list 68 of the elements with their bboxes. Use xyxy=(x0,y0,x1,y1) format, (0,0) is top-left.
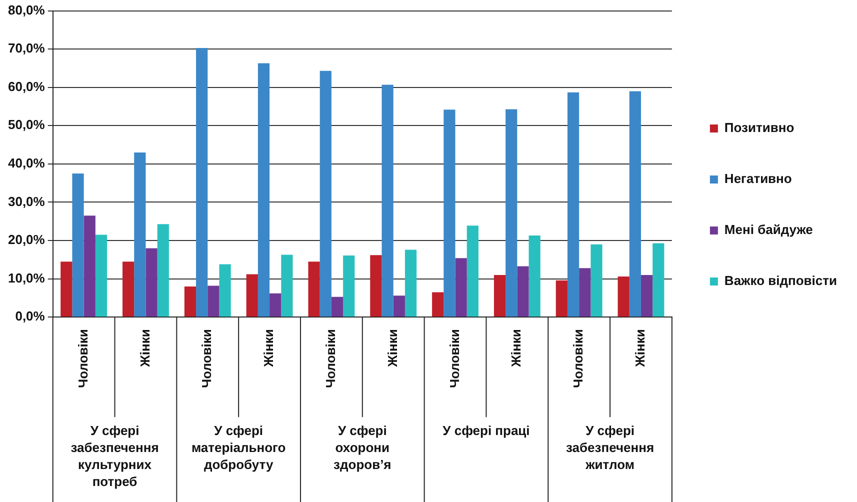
x-tick-label: Чоловіки xyxy=(199,329,214,388)
bar xyxy=(556,280,568,317)
legend-label: Негативно xyxy=(724,171,792,186)
legend-label: Важко відповісти xyxy=(724,273,838,288)
bar xyxy=(404,250,417,317)
bar xyxy=(246,274,258,317)
y-tick-label: 70,0% xyxy=(8,40,46,56)
bar xyxy=(95,234,108,317)
bar xyxy=(72,174,84,317)
y-tick-label: 80,0% xyxy=(8,2,46,18)
bar xyxy=(455,258,467,317)
bar xyxy=(590,244,602,317)
bar xyxy=(528,236,540,317)
bar xyxy=(320,70,332,317)
bar xyxy=(432,292,444,317)
bar xyxy=(208,286,220,317)
bar xyxy=(270,293,282,317)
x-tick-label: Жінки xyxy=(632,329,648,368)
x-tick-label: Чоловіки xyxy=(75,329,90,388)
x-tick-label: Чоловіки xyxy=(323,329,338,388)
bar xyxy=(444,110,456,317)
bar xyxy=(579,268,591,317)
bar xyxy=(343,255,355,317)
bar xyxy=(146,248,158,317)
bar xyxy=(219,264,231,317)
y-tick-label: 20,0% xyxy=(8,232,46,248)
y-tick-label: 50,0% xyxy=(8,117,46,132)
legend-label: Мені байдуже xyxy=(724,222,813,238)
bar xyxy=(506,109,518,317)
bar xyxy=(134,152,146,317)
bar xyxy=(331,296,344,317)
bar xyxy=(618,276,630,317)
bar xyxy=(184,286,196,317)
y-tick-label: 30,0% xyxy=(8,194,46,209)
x-tick-label: Чоловіки xyxy=(570,329,586,388)
x-tick-label: Чоловіки xyxy=(446,329,462,388)
bar xyxy=(196,48,208,317)
text: У сфері забезпечення культурних потреб xyxy=(70,423,159,490)
text: У сфері праці xyxy=(442,423,530,438)
x-tick-label: Жінки xyxy=(384,329,400,368)
bar xyxy=(629,91,641,317)
bar xyxy=(281,254,293,317)
bar xyxy=(84,216,96,317)
bar xyxy=(466,226,478,317)
y-tick-label: 60,0% xyxy=(8,78,46,94)
bar xyxy=(640,275,653,317)
y-tick-label: 10,0% xyxy=(8,270,46,286)
y-tick-label: 0,0% xyxy=(15,308,46,324)
bar xyxy=(393,296,405,317)
y-tick-label: 40,0% xyxy=(8,156,46,171)
bar xyxy=(382,84,394,317)
legend-label: Позитивно xyxy=(724,120,794,136)
x-tick-label: Жінки xyxy=(508,329,524,368)
bar xyxy=(258,63,270,317)
bar xyxy=(370,255,382,317)
x-tick-label: Жінки xyxy=(137,329,152,368)
bar xyxy=(122,262,134,317)
text: У сфері охорони здоров’я xyxy=(334,423,392,472)
bar xyxy=(60,262,72,317)
bar xyxy=(517,266,529,317)
bar xyxy=(308,262,320,317)
bar xyxy=(567,92,580,317)
bar xyxy=(157,224,169,317)
text: У сфері забезпечення житлом xyxy=(566,423,654,472)
bar xyxy=(494,275,506,317)
x-tick-label: Жінки xyxy=(261,329,276,368)
bar xyxy=(652,243,664,317)
text: У сфері матеріального добробуту xyxy=(191,423,286,472)
